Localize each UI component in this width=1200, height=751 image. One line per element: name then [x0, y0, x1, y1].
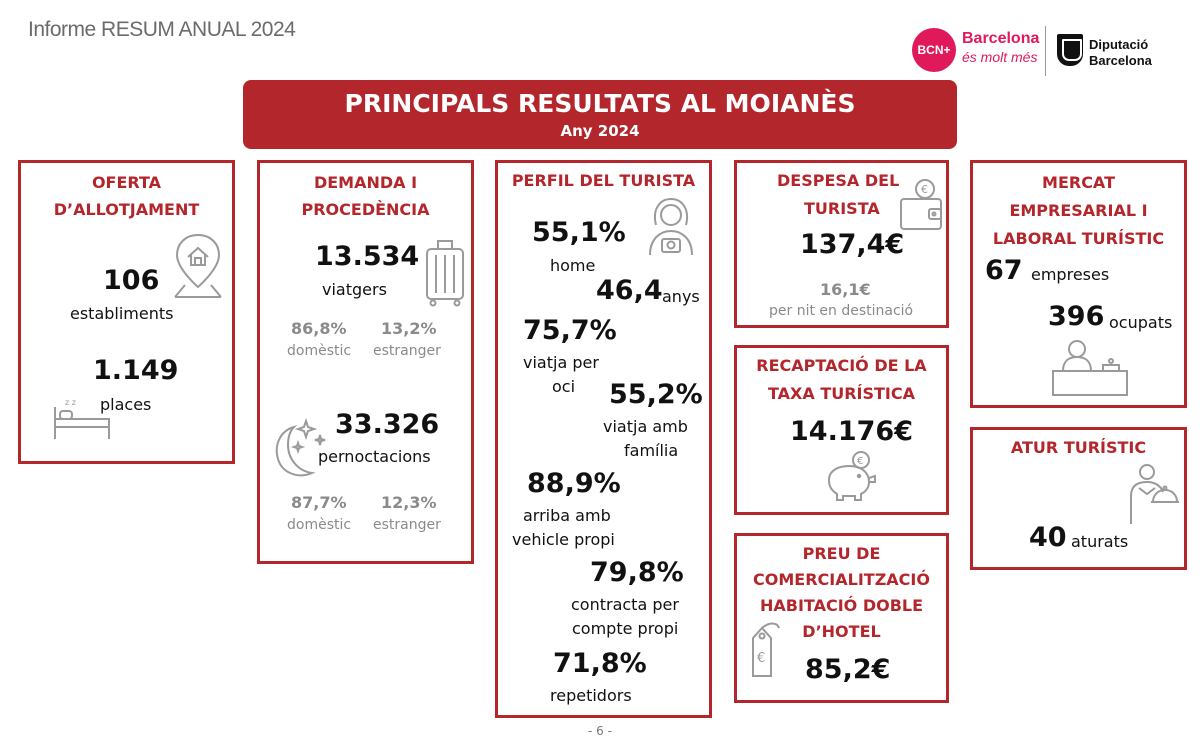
pernoctacions-foreign-label: estranger	[373, 517, 441, 533]
age-value: 46,4	[596, 275, 663, 306]
viatgers-domestic-label: domèstic	[287, 343, 352, 359]
report-title: Informe RESUM ANUAL 2024	[28, 18, 296, 41]
oci-label: viatja per	[523, 353, 599, 372]
vehicle-label: arriba amb	[523, 506, 611, 525]
pernoctacions-value: 33.326	[335, 409, 440, 440]
card-heading-2: COMERCIALITZACIÓ	[753, 570, 930, 589]
moon-stars-icon	[275, 417, 326, 477]
price-tag-euro-icon: €	[752, 622, 780, 677]
wallet-euro-icon: €	[900, 179, 942, 230]
svg-text:z z: z z	[65, 398, 76, 407]
viatgers-domestic-pct: 86,8%	[291, 319, 347, 338]
card-mercat-laboral: MERCAT EMPRESARIAL I LABORAL TURÍSTIC 67…	[970, 160, 1187, 408]
piggy-bank-euro-icon: €	[827, 451, 876, 501]
pernoctacions-domestic-pct: 87,7%	[291, 493, 347, 512]
card-heading-3: HABITACIÓ DOBLE	[759, 596, 924, 615]
home-value: 55,1%	[532, 217, 626, 248]
card-heading-3: LABORAL TURÍSTIC	[992, 229, 1165, 248]
card-heading: RECAPTACIÓ DE LA	[756, 356, 927, 375]
pernoctacions-foreign-pct: 12,3%	[381, 493, 437, 512]
svg-text:€: €	[757, 651, 765, 666]
card-taxa-turistica: RECAPTACIÓ DE LA TAXA TURÍSTICA 14.176€ …	[734, 345, 949, 515]
vehicle-label-2: vehicle propi	[512, 530, 615, 549]
card-heading: PERFIL DEL TURISTA	[511, 171, 696, 190]
preu-value: 85,2€	[805, 654, 891, 685]
tourist-woman-camera-icon	[649, 197, 693, 256]
diputacio-logo-text-2: Barcelona	[1089, 53, 1152, 68]
empreses-label: empreses	[1031, 265, 1110, 284]
card-heading-2: TURISTA	[804, 199, 880, 218]
pernoctacions-domestic-label: domèstic	[287, 517, 352, 533]
banner-subtitle: Any 2024	[560, 122, 640, 140]
card-heading-2: EMPRESARIAL I	[1009, 201, 1148, 220]
bcn-logo-text: Barcelona	[962, 30, 1040, 47]
diputacio-shield-icon	[1057, 34, 1083, 66]
familia-label: viatja amb	[603, 417, 688, 436]
oci-value: 75,7%	[523, 315, 617, 346]
viatgers-foreign-pct: 13,2%	[381, 319, 437, 338]
atur-label: aturats	[1071, 532, 1129, 551]
familia-label-2: família	[624, 441, 679, 460]
card-heading-2: TAXA TURÍSTICA	[767, 384, 916, 403]
viatgers-label: viatgers	[322, 280, 387, 299]
ocupats-value: 396	[1048, 301, 1105, 332]
familia-value: 55,2%	[609, 379, 703, 410]
card-heading: DEMANDA I	[313, 173, 418, 192]
diputacio-logo-text: Diputació	[1089, 37, 1149, 52]
propi-label-2: compte propi	[572, 619, 679, 638]
places-value: 1.149	[93, 355, 179, 386]
card-heading: OFERTA	[91, 173, 162, 192]
card-heading-4: D’HOTEL	[802, 622, 881, 641]
repetidors-value: 71,8%	[553, 648, 647, 679]
suitcase-icon	[426, 240, 464, 307]
taxa-value: 14.176€	[790, 416, 913, 447]
places-label: places	[100, 395, 152, 414]
propi-value: 79,8%	[590, 557, 684, 588]
establiments-label: establiments	[70, 304, 174, 323]
page-number: - 6 -	[588, 724, 612, 738]
oci-label-2: oci	[552, 377, 576, 396]
card-heading: MERCAT	[1042, 173, 1115, 192]
bcn-logo-tagline: és molt més	[962, 49, 1038, 65]
bcn-logo-badge: BCN+	[912, 28, 956, 72]
svg-text:€: €	[857, 456, 863, 467]
atur-value: 40	[1029, 522, 1067, 553]
title-banner: PRINCIPALS RESULTATS AL MOIANÈS Any 2024	[243, 80, 957, 149]
card-oferta-allotjament: OFERTA D’ALLOTJAMENT 106 establiments 1.…	[18, 160, 235, 464]
vehicle-value: 88,9%	[527, 468, 621, 499]
svg-text:€: €	[921, 183, 928, 196]
home-label: home	[550, 256, 596, 275]
despesa-value: 137,4€	[800, 229, 905, 260]
ocupats-label: ocupats	[1109, 313, 1173, 332]
card-heading-2: PROCEDÈNCIA	[301, 200, 430, 219]
card-despesa-turista: DESPESA DEL TURISTA € 137,4€ 16,1€ per n…	[734, 160, 949, 328]
card-atur-turistic: ATUR TURÍSTIC 40 aturats	[970, 427, 1187, 570]
viatgers-value: 13.534	[315, 241, 420, 272]
waiter-cloche-icon	[1130, 464, 1179, 524]
card-heading: ATUR TURÍSTIC	[1010, 438, 1147, 457]
logos: BCN+ Barcelona és molt més Diputació Bar…	[912, 26, 1172, 76]
sleeping-bed-icon: z z	[54, 398, 110, 439]
viatgers-foreign-label: estranger	[373, 343, 441, 359]
house-location-pin-icon	[174, 233, 222, 298]
card-preu-habitacio: PREU DE COMERCIALITZACIÓ HABITACIÓ DOBLE…	[734, 533, 949, 703]
card-demanda-procedencia: DEMANDA I PROCEDÈNCIA 13.534 viatgers 86…	[257, 160, 474, 564]
repetidors-label: repetidors	[550, 686, 632, 705]
per-night-value: 16,1€	[820, 280, 871, 299]
card-heading: DESPESA DEL	[777, 171, 900, 190]
empreses-value: 67	[985, 255, 1023, 286]
card-heading: PREU DE	[802, 544, 881, 563]
establiments-value: 106	[103, 265, 160, 296]
logo-divider	[1045, 26, 1046, 76]
banner-title: PRINCIPALS RESULTATS AL MOIANÈS	[344, 89, 856, 118]
per-night-label: per nit en destinació	[769, 303, 914, 319]
receptionist-desk-icon	[1052, 340, 1128, 396]
card-heading-2: D’ALLOTJAMENT	[53, 200, 200, 219]
propi-label: contracta per	[571, 595, 679, 614]
age-label: anys	[662, 287, 700, 306]
card-perfil-turista: PERFIL DEL TURISTA 55,1% home 46,4 anys …	[495, 160, 712, 718]
pernoctacions-label: pernoctacions	[318, 447, 431, 466]
